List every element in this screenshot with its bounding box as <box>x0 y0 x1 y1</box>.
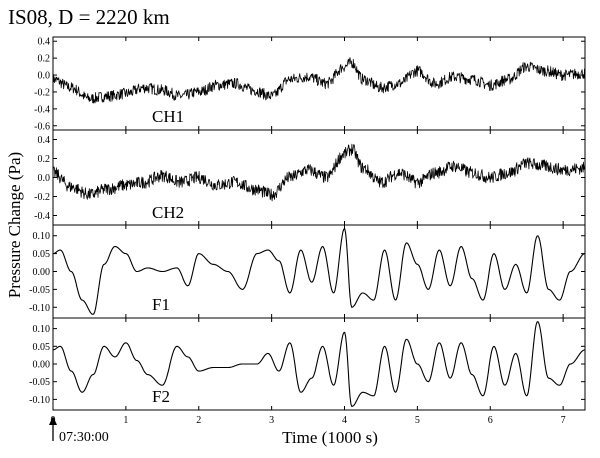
panel-frame <box>52 317 586 411</box>
panel-label: F1 <box>152 295 170 314</box>
panel-label: CH2 <box>152 203 184 222</box>
y-tick-label: -0.4 <box>34 104 50 115</box>
y-tick-label: 0.2 <box>38 154 51 165</box>
y-tick-label: -0.05 <box>29 377 50 388</box>
x-tick-label: 0 <box>51 415 56 426</box>
x-tick-label: 2 <box>196 415 201 426</box>
series-line-ch2 <box>52 143 586 202</box>
panel-label: CH1 <box>152 107 184 126</box>
y-tick-label: -0.05 <box>29 285 50 296</box>
panel-ch1: 0.4 0.2 0.0 -0.2 -0.4 -0.6 CH1 <box>34 36 586 132</box>
panel-ch2: 0.4 0.2 0.0 -0.2 -0.4 CH2 <box>34 129 586 226</box>
y-tick-label: 0.10 <box>33 231 51 242</box>
chart-title: IS08, D = 2220 km <box>8 5 170 29</box>
y-tick-label: 0.0 <box>38 71 51 82</box>
y-tick-label: 0.05 <box>33 249 51 260</box>
y-tick-label: 0.2 <box>38 54 51 65</box>
start-marker: 07:30:00 <box>49 416 109 445</box>
start-arrow-head <box>49 416 57 425</box>
x-tick-label: 4 <box>342 415 347 426</box>
panel-frame <box>52 224 586 319</box>
y-tick-label: 0.4 <box>38 135 51 146</box>
start-time-label: 07:30:00 <box>59 430 109 445</box>
y-axis-title: Pressure Change (Pa) <box>5 152 24 298</box>
panel-frame <box>52 36 586 131</box>
y-tick-label: 0.0 <box>38 173 51 184</box>
y-tick-label: 0.00 <box>33 360 51 371</box>
x-tick-label: 3 <box>269 415 274 426</box>
x-tick-label: 6 <box>488 415 493 426</box>
x-tick-label: 1 <box>123 415 128 426</box>
y-tick-label: -0.6 <box>34 121 50 132</box>
panel-frame <box>52 129 586 226</box>
y-tick-label: -0.10 <box>29 395 50 406</box>
y-tick-label: -0.10 <box>29 303 50 314</box>
x-tick-label: 7 <box>561 415 566 426</box>
series-line-f2 <box>52 321 586 408</box>
panel-label: F2 <box>152 387 170 406</box>
x-tick-label: 5 <box>415 415 420 426</box>
x-axis-title: Time (1000 s) <box>282 428 378 447</box>
x-axis-ticks: 0 1 2 3 4 5 6 7 <box>51 37 566 426</box>
series-line-f1 <box>52 228 586 315</box>
y-tick-label: -0.2 <box>34 192 50 203</box>
y-tick-label: -0.4 <box>34 211 50 222</box>
y-tick-label: 0.10 <box>33 324 51 335</box>
y-tick-label: 0.00 <box>33 267 51 278</box>
panels: 0.4 0.2 0.0 -0.2 -0.4 -0.6 CH1 0.4 0.2 0.0 -0.2 -0.… <box>29 36 586 411</box>
panel-f1: 0.10 0.05 0.00 -0.05 -0.10 F1 <box>29 224 586 319</box>
series-line-ch1 <box>52 57 586 104</box>
panel-f2: 0.10 0.05 0.00 -0.05 -0.10 F2 <box>29 317 586 411</box>
y-tick-label: 0.4 <box>38 37 51 48</box>
y-tick-label: -0.2 <box>34 87 50 98</box>
y-tick-label: 0.05 <box>33 342 51 353</box>
